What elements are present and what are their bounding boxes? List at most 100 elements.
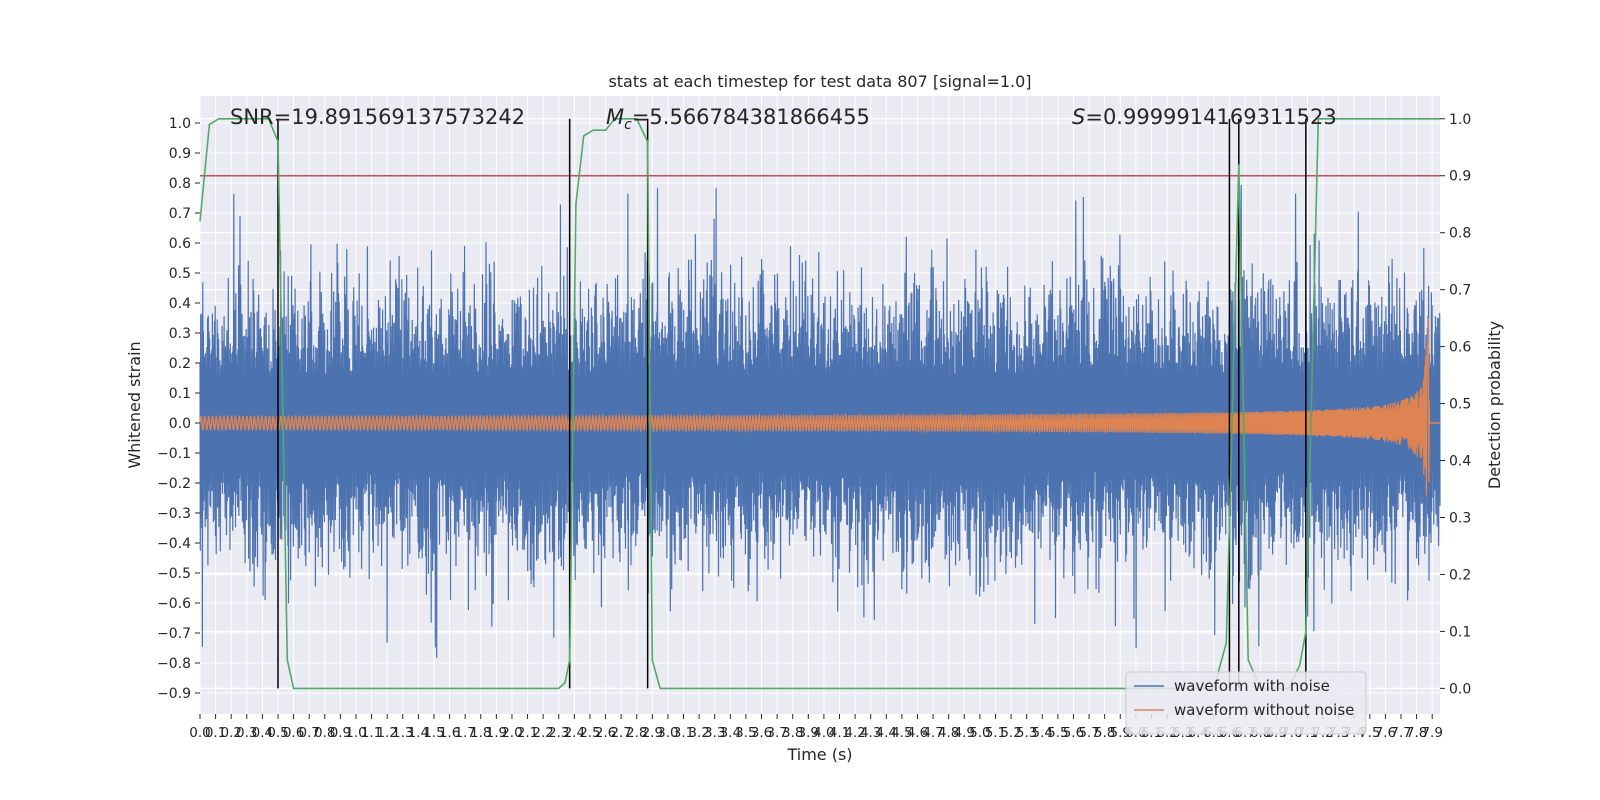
vertical-markers: [277, 118, 1307, 689]
y-tick-label-14: −0.4: [157, 536, 191, 552]
y-axis-left: 1.0 0.9 0.8 0.7 0.6 0.5 0.4 0.3 0.2 0.1 0.0 −0.1 −0.…: [157, 116, 200, 702]
x-tick-label-18: 1.8: [470, 725, 491, 741]
x-tick-label-7: 0.7: [298, 725, 319, 741]
x-tick-label-6: 0.6: [283, 725, 304, 741]
y-tick-label-10: 0.0: [169, 416, 191, 432]
mc-annotation: Mc=5.566784381866455: [606, 105, 870, 133]
x-tick-label-42: 4.2: [844, 725, 865, 741]
x-tick-label-33: 3.3: [704, 725, 725, 741]
x-tick-label-53: 5.3: [1016, 725, 1037, 741]
noise-trace: [199, 184, 1441, 658]
x-tick-label-15: 1.5: [423, 725, 444, 741]
x-tick-label-56: 5.6: [1063, 725, 1084, 741]
x-tick-label-23: 2.3: [548, 725, 569, 741]
x-tick-label-11: 1.1: [361, 725, 382, 741]
x-tick-label-44: 4.4: [876, 725, 897, 741]
x-tick-label-36: 3.6: [751, 725, 772, 741]
x-tick-label-55: 5.5: [1047, 725, 1068, 741]
x-tick-label-30: 3.0: [657, 725, 678, 741]
x-tick-label-22: 2.2: [532, 725, 553, 741]
mc-symbol: M: [606, 105, 624, 129]
x-tick-label-54: 5.4: [1032, 725, 1053, 741]
y-tick-label-18: −0.8: [157, 656, 191, 672]
s-annotation: S=0.9999914169311523: [1072, 105, 1337, 129]
x-tick-label-2: 0.2: [220, 725, 241, 741]
x-tick-label-27: 2.7: [610, 725, 631, 741]
x-tick-label-1: 0.1: [205, 725, 226, 741]
x-tick-label-79: 7.9: [1421, 725, 1442, 741]
x-tick-label-58: 5.8: [1094, 725, 1115, 741]
legend-box: [1125, 671, 1367, 735]
y2-tick-label-5: 0.5: [1449, 397, 1471, 413]
x-tick-label-32: 3.2: [688, 725, 709, 741]
y-tick-label-6: 0.4: [169, 296, 191, 312]
x-tick-label-76: 7.6: [1375, 725, 1396, 741]
y2-tick-label-1: 0.9: [1449, 169, 1471, 185]
y-tick-label-8: 0.2: [169, 356, 191, 372]
x-tick-label-57: 5.7: [1078, 725, 1099, 741]
x-tick-label-35: 3.5: [735, 725, 756, 741]
y2-tick-label-9: 0.1: [1449, 624, 1471, 640]
clean-trace: [199, 317, 1440, 496]
y-tick-label-16: −0.6: [157, 596, 191, 612]
x-tick-label-77: 7.7: [1390, 725, 1411, 741]
x-tick-label-10: 1.0: [345, 725, 366, 741]
y-tick-label-5: 0.5: [169, 266, 191, 282]
y2-tick-label-6: 0.4: [1449, 454, 1471, 470]
y-tick-label-17: −0.7: [157, 626, 191, 642]
series-waveform-with-noise: [199, 184, 1441, 658]
x-tick-label-24: 2.4: [564, 725, 585, 741]
y2-tick-label-7: 0.3: [1449, 510, 1471, 526]
y-tick-label-13: −0.3: [157, 506, 191, 522]
x-tick-label-48: 4.8: [938, 725, 959, 741]
x-tick-label-13: 1.3: [392, 725, 413, 741]
y-axis-label: Whitened strain: [125, 341, 144, 468]
x-tick-label-28: 2.8: [626, 725, 647, 741]
legend-label-clean: waveform without noise: [1174, 701, 1354, 719]
mc-subscript: c: [624, 117, 632, 133]
y2-tick-label-4: 0.6: [1449, 340, 1471, 356]
x-tick-label-26: 2.6: [595, 725, 616, 741]
y-tick-label-11: −0.1: [157, 446, 191, 462]
y-tick-label-19: −0.9: [157, 686, 191, 702]
x-tick-label-25: 2.5: [579, 725, 600, 741]
x-tick-label-16: 1.6: [439, 725, 460, 741]
y-tick-label-2: 0.8: [169, 176, 191, 192]
x-tick-label-14: 1.4: [408, 725, 429, 741]
y-tick-label-4: 0.6: [169, 236, 191, 252]
y2-tick-label-10: 0.0: [1449, 681, 1471, 697]
x-tick-label-41: 4.1: [829, 725, 850, 741]
x-tick-label-8: 0.8: [314, 725, 335, 741]
x-tick-label-43: 4.3: [860, 725, 881, 741]
y-tick-label-7: 0.3: [169, 326, 191, 342]
snr-annotation: SNR=19.891569137573242: [230, 105, 525, 129]
y2-axis-label: Detection probability: [1485, 321, 1504, 489]
x-tick-label-50: 5.0: [969, 725, 990, 741]
y2-tick-label-3: 0.7: [1449, 283, 1471, 299]
y-tick-label-15: −0.5: [157, 566, 191, 582]
x-tick-label-78: 7.8: [1406, 725, 1427, 741]
x-tick-label-51: 5.1: [985, 725, 1006, 741]
x-tick-label-47: 4.7: [922, 725, 943, 741]
legend: waveform with noise waveform without noi…: [1125, 671, 1367, 735]
x-tick-label-52: 5.2: [1000, 725, 1021, 741]
y-tick-label-3: 0.7: [169, 206, 191, 222]
s-value: =0.9999914169311523: [1085, 105, 1336, 129]
x-tick-label-12: 1.2: [376, 725, 397, 741]
x-tick-label-17: 1.7: [454, 725, 475, 741]
series-waveform-without-noise: [199, 317, 1440, 496]
x-tick-label-21: 2.1: [517, 725, 538, 741]
mc-value: =5.566784381866455: [632, 105, 870, 129]
x-tick-label-46: 4.6: [907, 725, 928, 741]
x-axis-label: Time (s): [786, 745, 852, 764]
x-tick-label-4: 0.4: [252, 725, 273, 741]
y-tick-label-9: 0.1: [169, 386, 191, 402]
y2-tick-label-0: 1.0: [1449, 112, 1471, 128]
x-tick-label-29: 2.9: [642, 725, 663, 741]
x-tick-label-0: 0.0: [189, 725, 210, 741]
x-tick-label-39: 3.9: [798, 725, 819, 741]
x-tick-label-34: 3.4: [720, 725, 741, 741]
x-tick-label-19: 1.9: [486, 725, 507, 741]
y2-tick-label-2: 0.8: [1449, 226, 1471, 242]
